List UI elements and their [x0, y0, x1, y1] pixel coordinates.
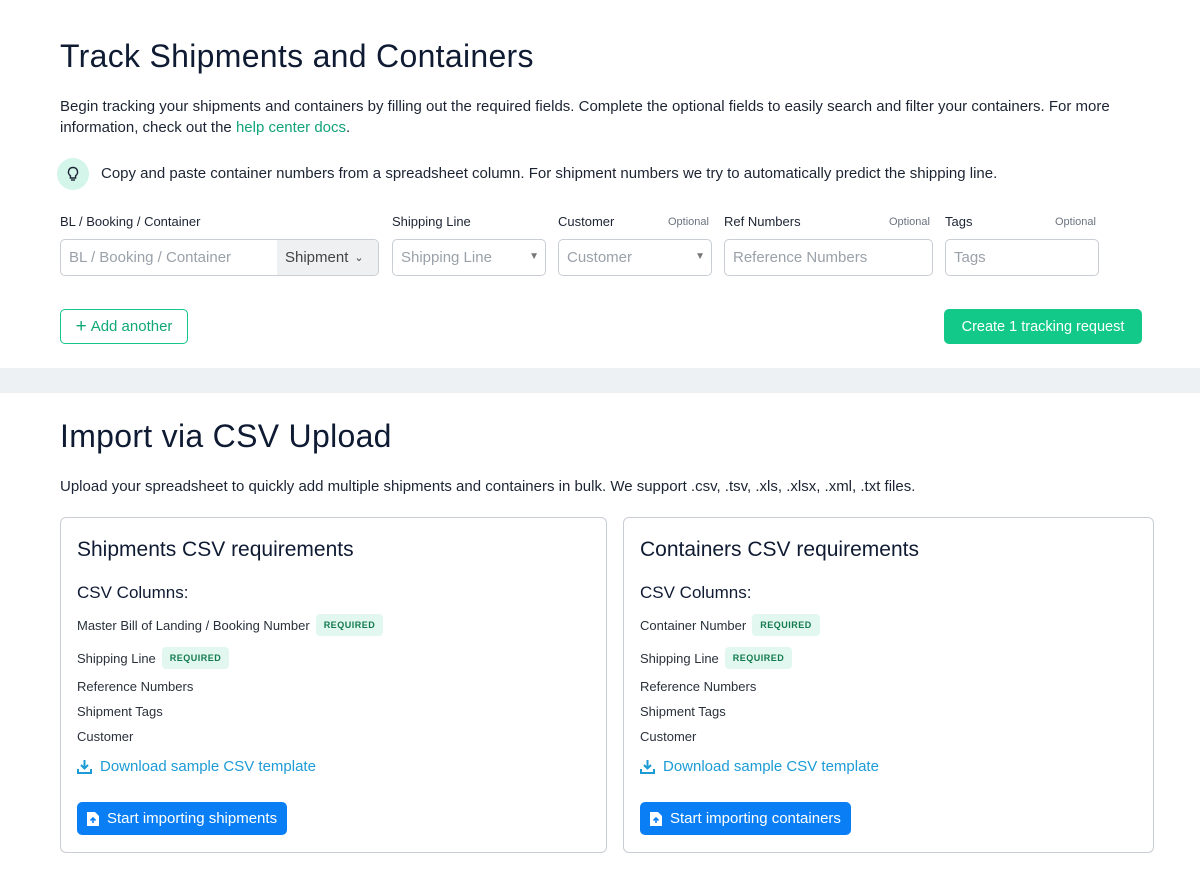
- caret-down-icon: ▼: [529, 251, 539, 262]
- bl-label: BL / Booking / Container: [60, 214, 201, 229]
- shipping-line-select[interactable]: Shipping Line ▼: [392, 239, 546, 276]
- tip-text: Copy and paste container numbers from a …: [101, 165, 998, 182]
- required-badge: REQUIRED: [752, 614, 820, 636]
- ref-label: Ref Numbers: [724, 214, 801, 229]
- tags-input[interactable]: Tags: [945, 239, 1099, 276]
- import-intro: Upload your spreadsheet to quickly add m…: [60, 478, 916, 495]
- intro-text: Begin tracking your shipments and contai…: [60, 98, 1110, 136]
- download-icon: [77, 760, 92, 774]
- section-divider: [0, 368, 1200, 393]
- create-tracking-request-button[interactable]: Create 1 tracking request: [944, 309, 1142, 344]
- download-icon: [640, 760, 655, 774]
- column-item: Customer: [77, 729, 134, 744]
- card-title: Containers CSV requirements: [640, 538, 919, 561]
- file-upload-icon: [650, 812, 662, 826]
- add-another-button[interactable]: + Add another: [60, 309, 188, 344]
- column-item: Reference Numbers: [77, 679, 194, 694]
- start-importing-containers-button[interactable]: Start importing containers: [640, 802, 851, 835]
- download-template-link[interactable]: Download sample CSV template: [640, 758, 879, 775]
- optional-label: Optional: [1055, 216, 1096, 228]
- lightbulb-icon: [57, 158, 89, 190]
- card-title: Shipments CSV requirements: [77, 538, 354, 561]
- page-title: Track Shipments and Containers: [60, 38, 534, 74]
- column-item: Shipping Line REQUIRED: [77, 647, 230, 669]
- customer-label: Customer: [558, 214, 615, 229]
- column-item: Container Number REQUIRED: [640, 614, 820, 636]
- bl-input[interactable]: BL / Booking / Container: [69, 249, 232, 266]
- plus-icon: +: [75, 315, 87, 337]
- download-template-link[interactable]: Download sample CSV template: [77, 758, 316, 775]
- start-importing-shipments-button[interactable]: Start importing shipments: [77, 802, 288, 835]
- containers-csv-card: Containers CSV requirements CSV Columns:…: [623, 517, 1154, 853]
- tags-label: Tags: [945, 214, 973, 229]
- required-badge: REQUIRED: [724, 647, 793, 669]
- chevron-down-icon: ⌄: [354, 252, 364, 264]
- ref-numbers-input[interactable]: Reference Numbers: [724, 239, 933, 276]
- required-badge: REQUIRED: [315, 614, 384, 636]
- column-item: Master Bill of Landing / Booking Number R…: [77, 614, 384, 636]
- optional-label: Optional: [668, 216, 709, 228]
- shipping-line-label: Shipping Line: [392, 214, 471, 229]
- shipments-csv-card: Shipments CSV requirements CSV Columns: …: [60, 517, 607, 853]
- type-select[interactable]: Shipment ⌄: [277, 240, 378, 275]
- column-item: Customer: [640, 729, 697, 744]
- file-upload-icon: [87, 812, 99, 826]
- column-item: Reference Numbers: [640, 679, 757, 694]
- import-title: Import via CSV Upload: [60, 418, 392, 454]
- help-center-link[interactable]: help center docs: [235, 119, 347, 136]
- optional-label: Optional: [889, 216, 930, 228]
- column-item: Shipment Tags: [77, 704, 163, 719]
- bl-input-group: BL / Booking / Container Shipment ⌄: [60, 239, 379, 276]
- column-item: Shipment Tags: [640, 704, 726, 719]
- required-badge: REQUIRED: [161, 647, 230, 669]
- columns-label: CSV Columns:: [640, 583, 752, 602]
- column-item: Shipping Line REQUIRED: [640, 647, 793, 669]
- caret-down-icon: ▼: [695, 251, 705, 262]
- customer-select[interactable]: Customer ▼: [558, 239, 712, 276]
- columns-label: CSV Columns:: [77, 583, 189, 602]
